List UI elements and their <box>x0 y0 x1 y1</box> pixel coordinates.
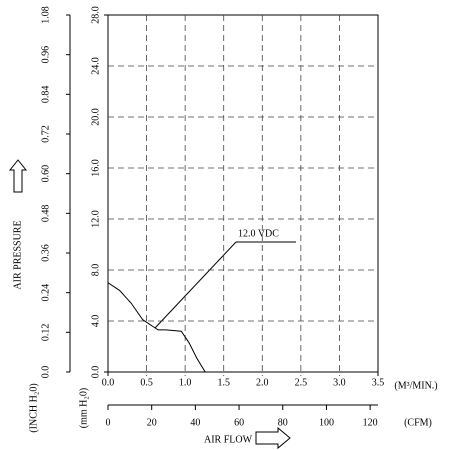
x2-tick-label: 100 <box>319 417 334 428</box>
x2-tick-label: 80 <box>278 417 288 428</box>
x-tick-label: 2.0 <box>256 377 269 388</box>
x2-unit: (CFM) <box>404 417 432 428</box>
y-tick-label: 8.0 <box>90 264 101 277</box>
y2-tick-label: 0.60 <box>40 165 51 183</box>
up-arrow <box>8 159 28 193</box>
y-tick-label: 20.0 <box>90 108 101 126</box>
y2-tick-label: 1.08 <box>40 6 51 24</box>
x-tick-label: 0.5 <box>140 377 153 388</box>
y2-tick-label: 0.84 <box>40 86 51 104</box>
y-tick-label: 28.0 <box>90 6 101 24</box>
x2-tick-label: 120 <box>363 417 378 428</box>
plot-frame <box>107 14 379 373</box>
curve <box>107 282 206 373</box>
x-tick-label: 0.0 <box>102 377 115 388</box>
x-tick-label: 1.5 <box>217 377 230 388</box>
y-unit: (mm H₂0) <box>78 388 89 428</box>
x-tick-label: 2.5 <box>295 377 308 388</box>
y2-tick-label: 0.24 <box>40 284 51 302</box>
y2-tick-label: 0.36 <box>40 244 51 262</box>
y-tick-label: 4.0 <box>90 315 101 328</box>
x2-tick-label: 60 <box>234 417 244 428</box>
x2-tick-label: 40 <box>190 417 200 428</box>
x-unit: (M³/MIN.) <box>394 380 437 391</box>
y-tick-label: 0.0 <box>90 366 101 379</box>
y-tick-label: 12.0 <box>90 210 101 228</box>
y-tick-label: 16.0 <box>90 159 101 177</box>
leader-line <box>154 241 237 329</box>
y2-tick-label: 0.72 <box>40 125 51 143</box>
y2-unit: (INCH H₂0) <box>28 383 39 432</box>
y2-tick-label: 0.96 <box>40 46 51 64</box>
y-tick-label: 24.0 <box>90 57 101 75</box>
y-title: AIR PRESSURE <box>12 220 23 289</box>
y2-tick-label: 0.48 <box>40 205 51 223</box>
right-arrow <box>255 426 291 450</box>
x-tick-label: 1.0 <box>179 377 192 388</box>
x-title: AIR FLOW <box>204 434 253 445</box>
y2-tick-label: 0.0 <box>40 366 51 379</box>
x-tick-label: 3.5 <box>372 377 385 388</box>
x-tick-label: 3.0 <box>333 377 346 388</box>
x2-tick-label: 20 <box>147 417 157 428</box>
y2-tick-label: 0.12 <box>40 324 51 342</box>
x2-tick-label: 0 <box>106 417 111 428</box>
annotation: 12.0 VDC <box>238 228 279 239</box>
